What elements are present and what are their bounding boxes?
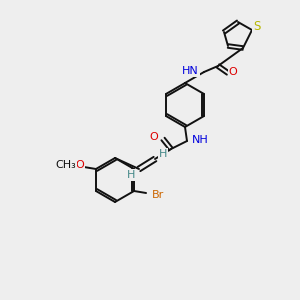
- Text: O: O: [229, 67, 237, 77]
- Text: Br: Br: [152, 190, 164, 200]
- Text: H: H: [159, 149, 167, 159]
- Text: S: S: [253, 20, 261, 34]
- Text: O: O: [149, 132, 158, 142]
- Text: O: O: [76, 160, 84, 170]
- Text: NH: NH: [192, 135, 209, 145]
- Text: H: H: [127, 170, 135, 180]
- Text: CH₃: CH₃: [56, 160, 76, 170]
- Text: HN: HN: [182, 66, 199, 76]
